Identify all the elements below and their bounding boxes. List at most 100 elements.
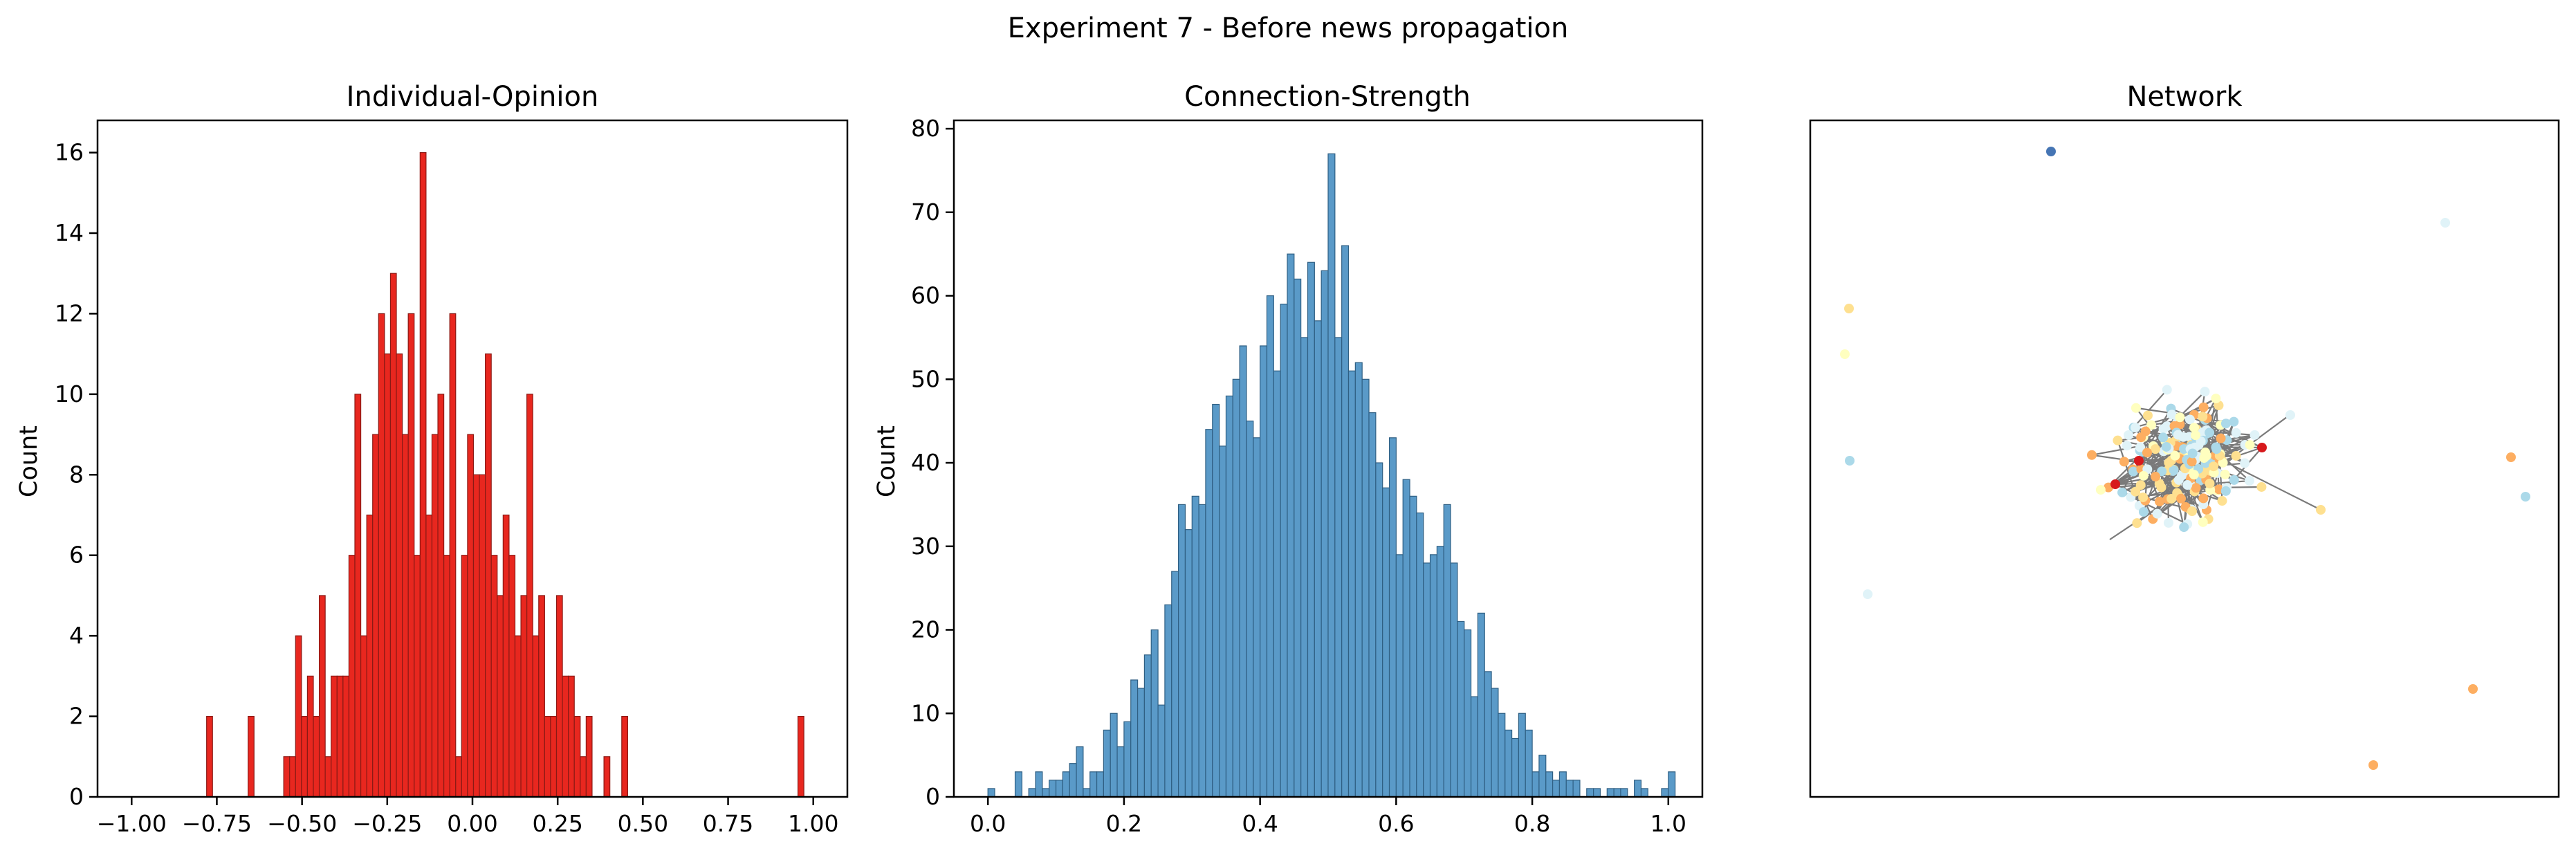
- x-tick-label: 1.00: [788, 810, 838, 837]
- histogram-bar: [580, 756, 587, 798]
- histogram-bar: [1429, 554, 1437, 798]
- connection-strength-y-axis: 0 10 20 30 40 50 60 70 80: [911, 115, 954, 810]
- histogram-bar: [490, 555, 498, 798]
- histogram-bar: [1464, 629, 1472, 798]
- histogram-bar: [1212, 403, 1220, 798]
- histogram-bar: [1511, 737, 1520, 798]
- histogram-bar: [318, 595, 326, 798]
- figure-title: Experiment 7 - Before news propagation: [1008, 12, 1569, 44]
- network-node: [2146, 420, 2157, 430]
- x-tick-label: 0.2: [1106, 810, 1142, 837]
- histogram-bar: [1457, 620, 1465, 798]
- network-node: [2220, 419, 2231, 429]
- histogram-bar: [443, 555, 450, 798]
- histogram-bar: [1225, 395, 1233, 798]
- histogram-bar: [1423, 562, 1431, 798]
- network-node: [2135, 442, 2146, 452]
- network-node: [2250, 430, 2260, 440]
- histogram-bar: [1558, 771, 1567, 798]
- histogram-bar: [508, 555, 516, 798]
- histogram-bar: [1137, 688, 1146, 798]
- histogram-bar: [396, 353, 403, 798]
- histogram-bar: [1069, 763, 1077, 798]
- histogram-bar: [1083, 788, 1091, 798]
- histogram-bar: [1028, 788, 1036, 798]
- network-node: [2257, 443, 2267, 452]
- histogram-bar: [1177, 504, 1186, 798]
- opinion-histogram-y-axis: 0 2 4 6 8 10 12 14 16: [55, 139, 98, 810]
- x-tick-label: −1.00: [97, 810, 167, 837]
- histogram-bar: [1130, 679, 1139, 798]
- histogram-bar: [526, 394, 533, 798]
- network-node: [2175, 412, 2185, 423]
- network-node: [2150, 444, 2160, 454]
- network-node: [2163, 517, 2173, 528]
- network-node: [2229, 475, 2239, 485]
- histogram-bar: [206, 715, 213, 798]
- network-node: [2156, 482, 2166, 493]
- histogram-bar: [295, 635, 302, 798]
- network-node: [2113, 435, 2123, 445]
- histogram-bar: [1266, 295, 1274, 798]
- network-node: [2521, 492, 2530, 502]
- histogram-bar: [1239, 345, 1247, 798]
- histogram-bar: [1014, 771, 1022, 798]
- histogram-bar: [419, 151, 427, 798]
- network-node: [2211, 394, 2221, 404]
- network-node: [2200, 387, 2210, 397]
- x-tick-label: 0.50: [618, 810, 668, 837]
- network-node: [2191, 430, 2201, 441]
- histogram-bar: [389, 273, 397, 798]
- histogram-bar: [1606, 788, 1614, 798]
- histogram-bar: [1613, 788, 1621, 798]
- network-node: [2440, 218, 2450, 228]
- histogram-bar: [1341, 245, 1350, 798]
- histogram-bar: [502, 514, 510, 798]
- y-tick-label: 4: [69, 622, 84, 649]
- histogram-bar: [1035, 771, 1043, 798]
- histogram-bar: [324, 756, 332, 798]
- network-node: [2134, 456, 2144, 466]
- connection-strength-bars: [987, 153, 1676, 798]
- x-tick-label: 0.8: [1514, 810, 1550, 837]
- y-tick-label: 0: [69, 783, 84, 810]
- histogram-bar: [437, 394, 445, 798]
- network-node: [2244, 476, 2254, 486]
- network-node: [2131, 423, 2141, 433]
- histogram-bar: [1402, 479, 1410, 798]
- y-tick-label: 10: [911, 699, 940, 726]
- network-node: [2158, 432, 2169, 443]
- histogram-bar: [1076, 746, 1084, 798]
- histogram-bar: [1416, 512, 1424, 798]
- network-edge: [2133, 389, 2168, 428]
- network-node: [2368, 760, 2378, 770]
- histogram-bar: [431, 434, 439, 798]
- histogram-bar: [1409, 495, 1417, 798]
- histogram-bar: [603, 756, 611, 798]
- network-node: [2110, 479, 2120, 489]
- histogram-bar: [313, 715, 320, 798]
- network-node: [1845, 456, 1855, 466]
- network-node: [2128, 466, 2139, 477]
- network-node: [2187, 506, 2197, 517]
- histogram-bar: [401, 434, 409, 798]
- histogram-bar: [1545, 771, 1554, 798]
- histogram-bar: [1055, 780, 1063, 798]
- network-node: [2138, 470, 2149, 481]
- histogram-bar: [1273, 370, 1281, 798]
- connection-strength-y-label: Count: [873, 425, 901, 497]
- network-node: [2240, 458, 2250, 468]
- histogram-bar: [1395, 554, 1404, 798]
- network-node: [2151, 471, 2161, 481]
- x-tick-label: 0.00: [447, 810, 497, 837]
- network-node: [2169, 465, 2179, 475]
- network-node: [2182, 480, 2193, 490]
- histogram-bar: [1382, 487, 1390, 798]
- histogram-bar: [1062, 771, 1070, 798]
- network-node: [2198, 517, 2208, 527]
- histogram-bar: [1361, 378, 1370, 798]
- network-node: [2166, 410, 2177, 420]
- network-node: [2142, 410, 2153, 421]
- network-node: [2184, 414, 2195, 425]
